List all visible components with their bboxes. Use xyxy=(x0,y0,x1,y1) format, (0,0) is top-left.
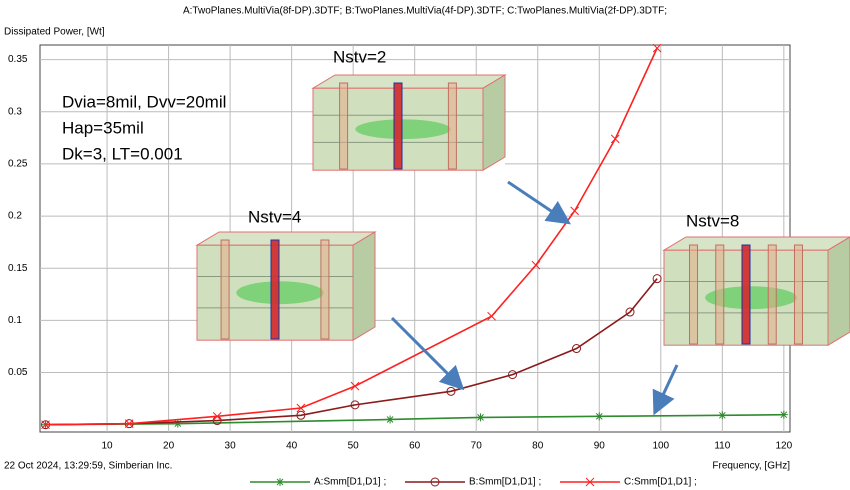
marker xyxy=(595,412,603,420)
x-tick-label: 120 xyxy=(776,441,793,452)
model-via xyxy=(221,240,229,339)
model-pad xyxy=(355,119,450,139)
chart-title: A:TwoPlanes.MultiVia(8f-DP).3DTF; B:TwoP… xyxy=(183,6,667,17)
marker xyxy=(477,413,485,421)
y-tick-label: 0.1 xyxy=(8,315,22,326)
model-via xyxy=(448,83,456,169)
legend-label: A:Smm[D1,D1] ; xyxy=(314,477,386,488)
annotation: Dvia=8mil, Dvv=20mil xyxy=(62,92,226,111)
x-tick-label: 90 xyxy=(594,441,606,452)
x-axis-label: Frequency, [GHz] xyxy=(712,461,790,472)
marker xyxy=(611,135,619,143)
x-tick-label: 20 xyxy=(163,441,175,452)
marker xyxy=(351,382,359,390)
via-model xyxy=(664,237,850,345)
annotation: Hap=35mil xyxy=(62,118,144,137)
y-tick-label: 0.2 xyxy=(8,211,22,222)
x-tick-label: 60 xyxy=(409,441,421,452)
x-tick-label: 80 xyxy=(532,441,544,452)
annotation: Dk=3, LT=0.001 xyxy=(62,144,183,163)
x-tick-label: 50 xyxy=(348,441,360,452)
x-tick-label: 40 xyxy=(286,441,298,452)
x-tick-label: 70 xyxy=(471,441,483,452)
marker xyxy=(718,411,726,419)
model-side xyxy=(828,237,850,345)
y-tick-label: 0.05 xyxy=(8,367,28,378)
model-via xyxy=(394,83,402,169)
annotation: Nstv=2 xyxy=(333,47,386,66)
model-side xyxy=(353,232,375,340)
model-via xyxy=(794,245,802,344)
marker xyxy=(488,312,496,320)
model-pad xyxy=(236,281,323,304)
y-tick-label: 0.35 xyxy=(8,54,28,65)
model-via xyxy=(690,245,698,344)
y-axis-label: Dissipated Power, [Wt] xyxy=(4,27,105,38)
model-via xyxy=(340,83,348,169)
model-via xyxy=(321,240,329,339)
annotation: Nstv=8 xyxy=(686,211,739,230)
legend-marker xyxy=(276,478,284,486)
marker xyxy=(174,420,182,428)
model-via xyxy=(742,245,750,344)
via-model xyxy=(313,75,505,170)
model-side xyxy=(483,75,505,170)
model-via xyxy=(768,245,776,344)
y-tick-label: 0.15 xyxy=(8,263,28,274)
arrow xyxy=(508,182,566,221)
arrow xyxy=(656,365,677,410)
x-tick-label: 100 xyxy=(652,441,669,452)
legend-label: B:Smm[D1,D1] ; xyxy=(469,477,541,488)
model-via xyxy=(271,240,279,339)
arrow xyxy=(392,318,460,386)
marker xyxy=(386,415,394,423)
x-tick-label: 10 xyxy=(102,441,114,452)
footer: 22 Oct 2024, 13:29:59, Simberian Inc. xyxy=(4,461,172,472)
chart: A:TwoPlanes.MultiVia(8f-DP).3DTF; B:TwoP… xyxy=(0,0,850,490)
y-tick-label: 0.25 xyxy=(8,159,28,170)
marker xyxy=(571,207,579,215)
legend-label: C:Smm[D1,D1] ; xyxy=(624,477,697,488)
legend-symbol xyxy=(276,478,284,486)
x-tick-label: 110 xyxy=(714,441,730,452)
via-model xyxy=(197,232,375,340)
legend: A:Smm[D1,D1] ; B:Smm[D1,D1] ; C:Smm[D1,D1]… xyxy=(250,477,697,488)
y-tick-label: 0.3 xyxy=(8,106,22,117)
x-tick-label: 30 xyxy=(225,441,237,452)
model-via xyxy=(716,245,724,344)
marker xyxy=(780,411,788,419)
annotation: Nstv=4 xyxy=(248,207,301,226)
